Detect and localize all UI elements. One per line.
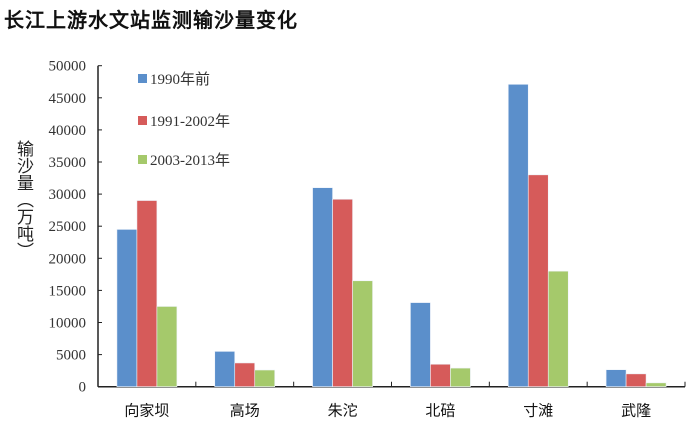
bar-向家坝-2003-2013年	[156, 306, 178, 388]
x-tick-label: 向家坝	[124, 402, 169, 420]
x-tick-label: 武隆	[621, 402, 651, 420]
bar-高场-2003-2013年	[254, 369, 276, 387]
bar-北碚-1991-2002年	[430, 363, 451, 388]
x-tick-label: 北碚	[425, 402, 455, 420]
legend-swatch	[138, 74, 147, 83]
bar-朱沱-2003-2013年	[352, 280, 373, 387]
x-tick-label: 朱沱	[328, 402, 358, 420]
y-tick-label: 45000	[49, 91, 87, 107]
y-tick-label: 40000	[49, 123, 87, 139]
bar-武隆-1991-2002年	[625, 373, 647, 387]
legend-entry: 1991-2002年	[150, 113, 230, 130]
legend-swatch	[138, 155, 147, 164]
y-tick-label: 5000	[56, 348, 86, 364]
y-tick-label: 0	[79, 380, 87, 396]
bar-武隆-1990年前	[605, 369, 627, 388]
y-axis-label: 输沙量（万吨）	[13, 140, 33, 259]
bar-朱沱-1990年前	[312, 187, 333, 387]
x-tick-label: 寸滩	[523, 402, 553, 420]
x-tick-label: 高场	[230, 402, 260, 420]
legend-entry: 1990年前	[150, 71, 210, 88]
bar-北碚-1990年前	[410, 302, 431, 387]
legend-swatch	[138, 116, 147, 125]
bar-向家坝-1990年前	[116, 229, 138, 387]
bar-朱沱-1991-2002年	[332, 198, 353, 387]
bar-高场-1991-2002年	[234, 362, 256, 388]
bar-寸滩-1991-2002年	[527, 174, 549, 387]
bar-北碚-2003-2013年	[450, 367, 471, 388]
bar-寸滩-2003-2013年	[547, 270, 569, 388]
chart-title: 长江上游水文站监测输沙量变化	[4, 8, 298, 32]
y-tick-label: 30000	[49, 187, 87, 203]
y-tick-label: 35000	[49, 155, 87, 171]
bar-寸滩-1990年前	[507, 84, 529, 387]
bar-向家坝-1991-2002年	[136, 200, 158, 387]
y-tick-label: 15000	[49, 283, 87, 299]
y-tick-label: 10000	[49, 316, 87, 332]
legend-entry: 2003-2013年	[150, 152, 230, 169]
bar-高场-1990年前	[214, 351, 236, 388]
y-tick-label: 50000	[49, 59, 87, 75]
y-tick-label: 20000	[49, 251, 87, 267]
bar-武隆-2003-2013年	[645, 382, 667, 387]
y-tick-label: 25000	[49, 219, 87, 235]
